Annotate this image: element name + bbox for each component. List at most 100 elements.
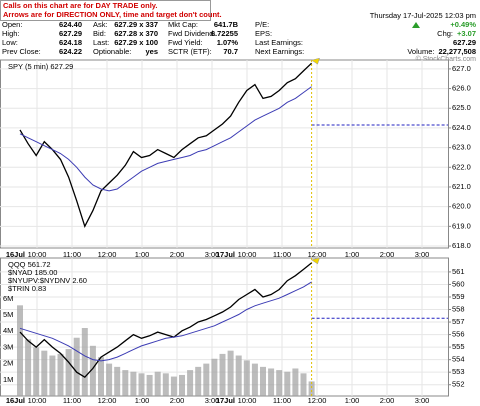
header-value: 627.28 x 370 [114, 29, 158, 38]
volume-bar [292, 368, 299, 396]
x-tick-label: 2:00 [170, 396, 185, 405]
volume-bar [203, 363, 210, 396]
volume-bar [98, 357, 104, 396]
x-tick-label: 12:00 [98, 396, 117, 405]
volume-bar [187, 370, 194, 396]
day-label: 17Jul [216, 396, 235, 405]
x-tick-label: 3:00 [415, 396, 430, 405]
x-tick-label: 12:00 [308, 250, 327, 259]
header-value: 641.7B [214, 20, 239, 29]
volume-bar [106, 363, 113, 396]
day-label: 17Jul [216, 250, 235, 259]
price-line [19, 62, 313, 228]
header-label: Next Earnings: [255, 47, 304, 56]
volume-bar [122, 370, 129, 396]
copyright: © StockCharts.com [416, 55, 477, 63]
date: Thursday 17-Jul-2025 12:03 pm [370, 11, 476, 20]
header-label: Last: [93, 38, 109, 47]
volume-tick-label: 1M [3, 375, 13, 384]
current-marker [310, 57, 320, 65]
volume-bar [284, 371, 291, 396]
volume-bar [243, 360, 250, 396]
volume-bar [73, 337, 80, 396]
volume-bar [251, 363, 258, 396]
x-tick-label: 11:00 [63, 396, 81, 405]
y-tick-label: 624.0 [452, 123, 471, 132]
legend-entry: QQQ 561.72 [8, 260, 51, 269]
x-tick-label: 12:00 [98, 250, 117, 259]
header-label: Mkt Cap: [168, 20, 198, 29]
legend-entry: $TRIN 0.83 [8, 284, 46, 293]
legend-entry: $NYAD 185.00 [8, 268, 57, 277]
header-label: SCTR (ETF): [168, 47, 212, 56]
volume-tick-label: 3M [3, 342, 13, 351]
header-label: High: [2, 29, 20, 38]
header-value: yes [145, 47, 158, 56]
header-label: Chg: [437, 29, 453, 38]
x-tick-label: 3:00 [415, 250, 430, 259]
plot-frame [0, 59, 449, 249]
header-label: P/E: [255, 20, 269, 29]
x-tick-label: 12:00 [308, 396, 327, 405]
volume-bar [57, 353, 64, 396]
current-marker [310, 257, 320, 265]
x-tick-label: 1:00 [135, 250, 150, 259]
volume-bar [130, 371, 137, 396]
volume-bar [89, 345, 96, 396]
y-tick-label: 626.0 [452, 84, 471, 93]
header-value: 1.07% [217, 38, 239, 47]
header-value: 624.22 [59, 47, 82, 56]
header-value: 624.18 [59, 38, 82, 47]
volume-bar [260, 366, 266, 396]
volume-bar [195, 366, 202, 396]
y-tick-label: 552 [452, 380, 465, 389]
header-value: 22,277,508 [438, 47, 476, 56]
notice-text: Calls on this chart are for DAY TRADE on… [3, 1, 157, 10]
y-tick-label: 554 [452, 355, 465, 364]
header-label: Fwd Yield: [168, 38, 203, 47]
volume-tick-label: 5M [3, 310, 13, 319]
price-line [19, 281, 312, 362]
header-label: Optionable: [93, 47, 131, 56]
legend-entry: SPY (5 min) 627.29 [8, 62, 73, 71]
x-tick-label: 3:00 [205, 396, 220, 405]
volume-tick-label: 4M [3, 326, 13, 335]
x-tick-label: 1:00 [345, 396, 360, 405]
x-tick-label: 10:00 [238, 396, 257, 405]
y-tick-label: 560 [452, 279, 465, 288]
volume-bar [162, 373, 169, 396]
price-line [19, 262, 313, 379]
volume-bar [235, 355, 242, 396]
header-value: 627.29 [59, 29, 82, 38]
legend-entry: $NYUPV:$NYDNV 2.60 [8, 276, 87, 285]
notice-text: Arrows are for DIRECTION ONLY, time and … [3, 10, 222, 19]
volume-bar [81, 328, 88, 396]
header-label: Bid: [93, 29, 106, 38]
volume-bar [211, 358, 218, 396]
header-label: EPS: [255, 29, 272, 38]
header-value: +3.07 [457, 29, 476, 38]
up-arrow [412, 22, 420, 28]
y-tick-label: 619.0 [452, 221, 471, 230]
y-tick-label: 555 [452, 342, 465, 351]
y-tick-label: 627.0 [452, 64, 471, 73]
volume-bar [219, 353, 226, 396]
x-tick-label: 2:00 [380, 250, 395, 259]
header-label: Prev Close: [2, 47, 41, 56]
volume-bar [138, 373, 145, 396]
volume-bar [154, 371, 161, 396]
volume-bar [17, 305, 23, 396]
price-line [19, 86, 312, 192]
y-tick-label: 557 [452, 317, 465, 326]
x-tick-label: 10:00 [238, 250, 257, 259]
y-tick-label: 559 [452, 292, 465, 301]
header-value: 627.29 x 337 [114, 20, 158, 29]
volume-bar [170, 376, 177, 396]
volume-bar [49, 355, 56, 396]
volume-bar [146, 374, 153, 396]
volume-tick-label: 2M [3, 359, 13, 368]
header-value: 70.7 [223, 47, 238, 56]
y-tick-label: 623.0 [452, 143, 471, 152]
